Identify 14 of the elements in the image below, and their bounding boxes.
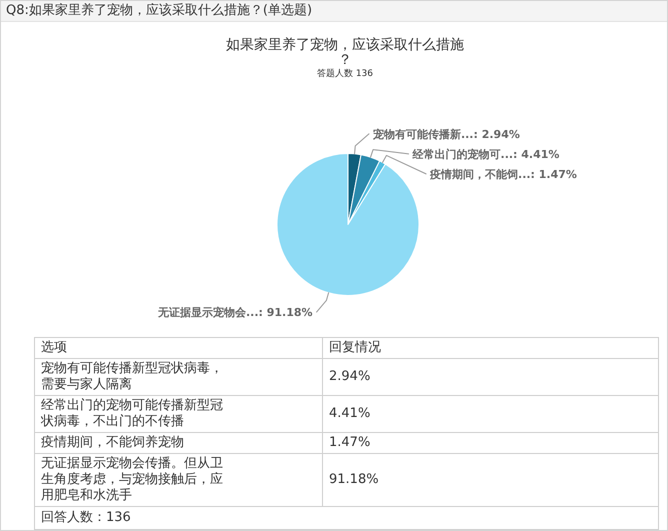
text: Q8:如果家里养了宠物，应该采取什么措施？(单选题) [6, 3, 312, 19]
text: 无证据显示宠物会传播。但从卫生角度考虑，与宠物接触后，应用肥皂和水洗手 [41, 456, 224, 504]
chart-subtitle: 答题人数 136 [316, 69, 374, 80]
text: 2.94% [322, 358, 658, 396]
text: 疫情期间，不能饲养宠物 [41, 435, 185, 451]
text: 4.41% [322, 396, 658, 432]
chart-title: 如果家里养了宠物，应该采取什么措施？ [225, 37, 465, 68]
text: 回复情况 [322, 338, 658, 358]
text: 宠物有可能传播新型冠状病毒，需要与家人隔离 [41, 361, 224, 393]
text: 91.18% [322, 454, 658, 506]
text: 经常出门的宠物可能传播新型冠状病毒，不出门的不传播 [41, 398, 224, 430]
text: 回答人数：136 [34, 506, 658, 530]
text: 选项 [41, 340, 68, 356]
text: 1.47% [322, 432, 658, 454]
